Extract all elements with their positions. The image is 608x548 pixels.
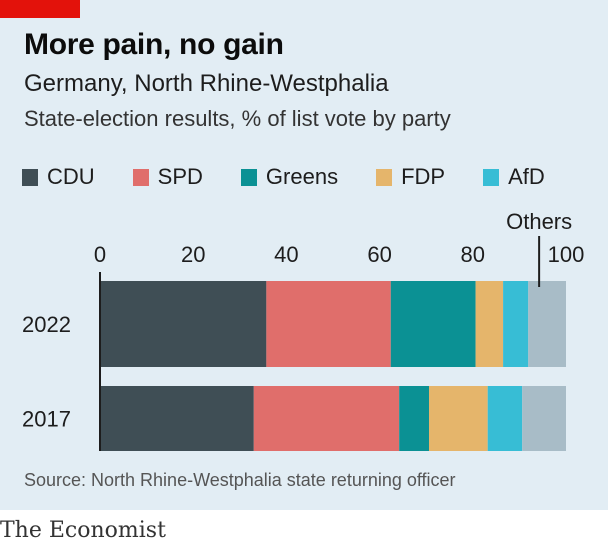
legend-swatch-spd [132,168,149,186]
economist-logo: The Economist [0,518,166,543]
legend-label-afd: AfD [508,164,545,189]
legend-item-fdp: FDP [376,164,445,190]
bar-greens-2017 [399,386,429,451]
bar-spd-2017 [253,386,400,451]
legend-item-afd: AfD [483,164,545,190]
x-tick-label-100: 100 [548,242,585,267]
bar-cdu-2022 [100,281,267,367]
stacked-bar-chart: 0 20 40 60 80 100 2022 2017 Others [22,209,585,451]
legend-swatch-cdu [22,168,38,186]
bar-others-2022 [528,281,566,367]
x-tick-label-60: 60 [367,242,391,267]
x-tick-label-40: 40 [274,242,298,267]
category-label-2022: 2022 [22,312,71,337]
bar-spd-2022 [266,281,391,367]
chart-subtitle: Germany, North Rhine-Westphalia [24,70,389,97]
legend-label-cdu: CDU [47,164,95,189]
legend-swatch-fdp [376,168,393,186]
bar-others-2017 [522,386,566,451]
bar-cdu-2017 [100,386,254,451]
bar-fdp-2022 [475,281,504,367]
legend-item-greens: Greens [240,164,339,190]
legend: CDU SPD Greens FDP AfD [22,162,583,192]
legend-swatch-afd [483,168,500,186]
bar-afd-2017 [487,386,523,451]
brand-red-tag [0,0,80,18]
legend-item-spd: SPD [132,164,203,190]
category-label-2017: 2017 [22,407,71,432]
legend-item-cdu: CDU [22,164,95,190]
bar-afd-2022 [503,281,529,367]
chart-panel: More pain, no gain Germany, North Rhine-… [0,0,608,510]
legend-swatch-greens [240,168,257,186]
bar-greens-2022 [390,281,476,367]
others-annotation-label: Others [506,209,572,234]
x-tick-label-20: 20 [181,242,205,267]
chart-title: More pain, no gain [24,28,284,61]
bar-fdp-2017 [428,386,488,451]
x-tick-label-80: 80 [461,242,485,267]
legend-label-spd: SPD [157,164,203,189]
x-tick-label-0: 0 [94,242,106,267]
legend-label-greens: Greens [265,164,339,189]
legend-label-fdp: FDP [401,164,446,189]
source-note: Source: North Rhine-Westphalia state ret… [24,470,456,490]
chart-description: State-election results, % of list vote b… [24,106,451,131]
